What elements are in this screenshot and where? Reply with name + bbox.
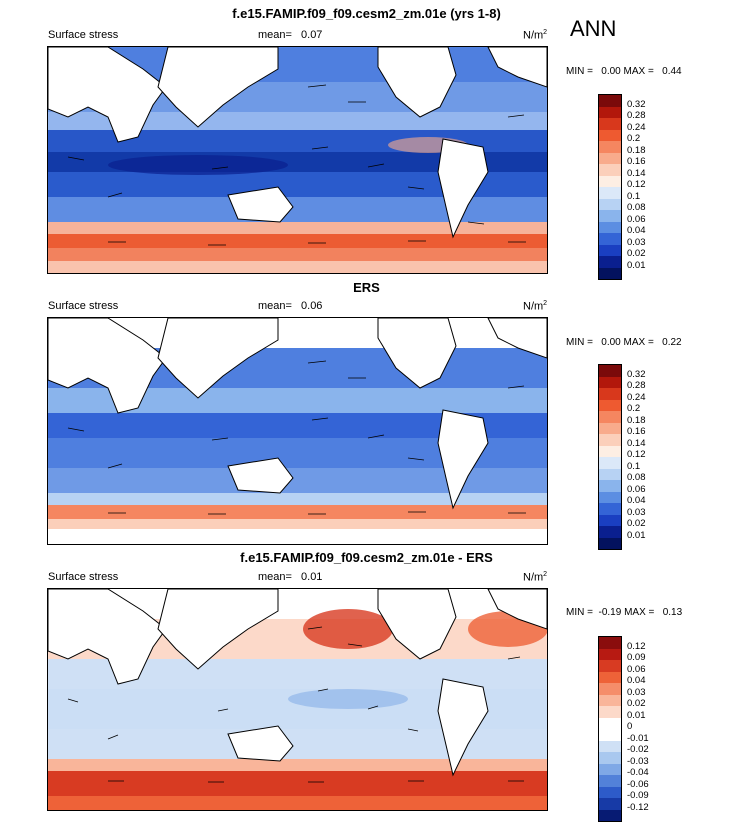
panel2-units: N/m2 <box>523 300 547 313</box>
panel2-legend-tick: 0.08 <box>627 472 646 483</box>
panel2-colorbar <box>598 364 622 550</box>
panel1-legend-tick: 0.32 <box>627 99 646 110</box>
panel3-legend-tick: 0.01 <box>627 710 646 721</box>
panel3-legend-tick: -0.01 <box>627 733 649 744</box>
panel2-title: ERS <box>353 280 380 295</box>
panel3-legend-tick: 0.06 <box>627 664 646 675</box>
panel1-vectors <box>67 84 526 246</box>
panel2-mean: mean= 0.06 <box>258 300 322 312</box>
panel2-legend-tick: 0.04 <box>627 495 646 506</box>
panel2-legend-tick: 0.28 <box>627 380 646 391</box>
panel2-map-svg <box>48 318 547 544</box>
panel3-legend-tick: 0.09 <box>627 652 646 663</box>
panel1-legend-tick: 0.28 <box>627 110 646 121</box>
panel3-units: N/m2 <box>523 571 547 584</box>
panel3-variable: Surface stress <box>48 571 119 583</box>
panel2-legend-tick: 0.01 <box>627 530 646 541</box>
panel3-legend-tick: -0.12 <box>627 802 649 813</box>
panel1-variable: Surface stress <box>48 29 119 41</box>
panel3-legend-tick: -0.04 <box>627 767 649 778</box>
panel3-legend-tick: 0 <box>627 721 633 732</box>
panel3-legend-tick: 0.03 <box>627 687 646 698</box>
panel2-mean-label: mean= <box>258 300 292 312</box>
panel1-legend-tick: 0.2 <box>627 133 641 144</box>
panel2-variable: Surface stress <box>48 300 119 312</box>
panel1-legend-tick: 0.24 <box>627 122 646 133</box>
panel2-legend-tick: 0.02 <box>627 518 646 529</box>
panel1-mean: mean= 0.07 <box>258 29 322 41</box>
panel3-legend-tick: -0.09 <box>627 790 649 801</box>
panel3-mean-label: mean= <box>258 571 292 583</box>
panel1-map <box>47 46 548 274</box>
season-label: ANN <box>570 16 617 41</box>
panel3-legend-tick: -0.03 <box>627 756 649 767</box>
panel3-vectors <box>67 626 524 783</box>
panel2-legend-tick: 0.18 <box>627 415 646 426</box>
panel1-legend-tick: 0.1 <box>627 191 641 202</box>
panel1-legend-tick: 0.16 <box>627 156 646 167</box>
panel1-legend-tick: 0.18 <box>627 145 646 156</box>
panel2-units-text: N/m <box>523 300 544 313</box>
panel2-legend-tick: 0.32 <box>627 369 646 380</box>
panel2-minmax: MIN = 0.00 MAX = 0.22 <box>566 337 682 348</box>
panel3-mean-value: 0.01 <box>301 571 323 583</box>
panel1-legend-tick: 0.14 <box>627 168 646 179</box>
panel1-legend-tick: 0.06 <box>627 214 646 225</box>
panel3-minmax: MIN = -0.19 MAX = 0.13 <box>566 607 683 618</box>
panel3-legend-tick: 0.12 <box>627 641 646 652</box>
panel2-legend-tick: 0.12 <box>627 449 646 460</box>
panel2-map <box>47 317 548 545</box>
panel2-mean-value: 0.06 <box>301 300 323 312</box>
panel1-legend-tick: 0.08 <box>627 202 646 213</box>
panel1-legend-tick: 0.04 <box>627 225 646 236</box>
panel3-colorbar <box>598 636 622 822</box>
panel2-legend-tick: 0.03 <box>627 507 646 518</box>
panel3-map <box>47 588 548 811</box>
panel1-units-text: N/m <box>523 29 544 42</box>
panel2-legend-tick: 0.2 <box>627 403 641 414</box>
panel3-mean: mean= 0.01 <box>258 571 322 583</box>
panel3-legend-tick: 0.04 <box>627 675 646 686</box>
panel1-minmax: MIN = 0.00 MAX = 0.44 <box>566 66 682 77</box>
panel2-legend-tick: 0.14 <box>627 438 646 449</box>
panel1-mean-value: 0.07 <box>301 29 323 41</box>
panel2-legend-tick: 0.1 <box>627 461 641 472</box>
panel3-units-sup: 2 <box>543 571 548 578</box>
panel2-vectors <box>67 360 526 515</box>
panel1-legend-tick: 0.02 <box>627 248 646 259</box>
panel2-legend-tick: 0.16 <box>627 426 646 437</box>
panel1-map-svg <box>48 47 547 273</box>
panel1-legend-tick: 0.03 <box>627 237 646 248</box>
panel3-legend-tick: 0.02 <box>627 698 646 709</box>
panel3-title: f.e15.FAMIP.f09_f09.cesm2_zm.01e - ERS <box>240 550 493 565</box>
panel1-mean-label: mean= <box>258 29 292 41</box>
panel1-colorbar <box>598 94 622 280</box>
panel3-map-svg <box>48 589 547 810</box>
panel2-legend-tick: 0.24 <box>627 392 646 403</box>
panel2-legend-tick: 0.06 <box>627 484 646 495</box>
panel1-legend-tick: 0.01 <box>627 260 646 271</box>
panel1-title: f.e15.FAMIP.f09_f09.cesm2_zm.01e (yrs 1-… <box>232 6 501 21</box>
panel3-units-text: N/m <box>523 571 544 584</box>
panel3-legend-tick: -0.02 <box>627 744 649 755</box>
panel1-units-sup: 2 <box>543 29 548 36</box>
panel1-legend-tick: 0.12 <box>627 179 646 190</box>
panel3-legend-tick: -0.06 <box>627 779 649 790</box>
panel2-units-sup: 2 <box>543 300 548 307</box>
panel1-units: N/m2 <box>523 29 547 42</box>
